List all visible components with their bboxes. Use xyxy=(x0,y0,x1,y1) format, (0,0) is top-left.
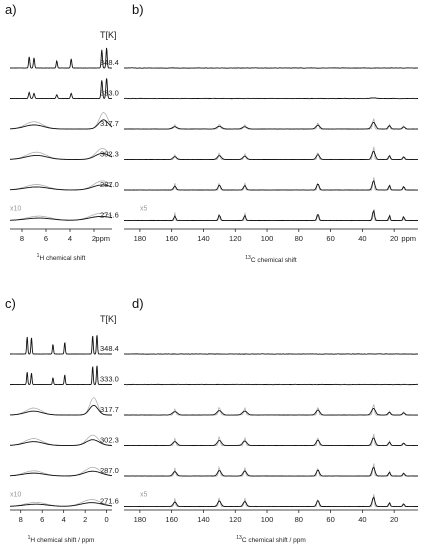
temperature-label: 333.0 xyxy=(100,375,119,384)
x-tick-label: 120 xyxy=(229,234,242,243)
x-tick-label: 8 xyxy=(19,515,23,524)
spectrum-trace xyxy=(10,471,112,476)
spectrum-trace xyxy=(124,122,418,129)
panel-label: d) xyxy=(132,296,144,311)
spectrum-trace xyxy=(124,211,418,221)
x-tick-label: 80 xyxy=(295,515,303,524)
spectrum-trace xyxy=(124,151,418,159)
panel-a: a) T[K] 348.4 333.0 317.7 302.3 287.0 271.6 x10 8… xyxy=(5,2,119,262)
temperature-header: T[K] xyxy=(100,30,117,40)
x-tick-label: 160 xyxy=(165,234,178,243)
x-tick-label: 20 xyxy=(390,515,398,524)
x-tick-label: 40 xyxy=(358,515,366,524)
x-tick-label: 0 xyxy=(105,515,109,524)
spectrum-trace-scaled xyxy=(10,148,112,159)
x-tick-label: 120 xyxy=(229,515,242,524)
x-tick-label: 4 xyxy=(68,234,72,243)
spectrum-trace-scaled xyxy=(124,494,418,507)
spectrum-trace-scaled xyxy=(124,434,418,446)
x-axis-title: 13C chemical shift / ppm xyxy=(236,535,306,544)
temperature-label: 333.0 xyxy=(100,89,119,98)
spectrum-trace xyxy=(10,335,112,354)
x-tick-label: 20 xyxy=(390,234,398,243)
x-tick-label: 2 xyxy=(83,515,87,524)
x-tick-label: 6 xyxy=(40,515,44,524)
x-axis-unit: ppm xyxy=(95,234,110,243)
scale-factor-note: x10 xyxy=(10,206,21,213)
spectrum-trace xyxy=(124,408,418,415)
scale-factor-note: x10 xyxy=(10,492,21,499)
spectrum-trace xyxy=(10,78,112,98)
spectrum-trace-scaled xyxy=(124,147,418,160)
temperature-label: 302.3 xyxy=(100,436,119,445)
panel-b: b) x5 180 160 140 120 100 80 60 40 20 ppm 13C chemic… xyxy=(124,2,418,264)
temperature-header: T[K] xyxy=(100,314,117,324)
spectrum-trace-scaled xyxy=(124,119,418,130)
panel-label: a) xyxy=(5,2,17,17)
panel-label: c) xyxy=(5,296,16,311)
spectrum-trace xyxy=(124,98,418,99)
panel-label: b) xyxy=(132,2,144,17)
x-tick-label: 8 xyxy=(20,234,24,243)
x-tick-label: 180 xyxy=(134,234,147,243)
x-axis-title: 13C chemical shift xyxy=(245,255,297,264)
x-tick-label: 100 xyxy=(261,234,274,243)
x-tick-label: 80 xyxy=(295,234,303,243)
scale-factor-note: x5 xyxy=(140,492,148,499)
temperature-label: 348.4 xyxy=(100,58,119,67)
x-axis-title: 1H chemical shift / ppm xyxy=(28,535,95,544)
spectrum-trace-scaled xyxy=(124,177,418,190)
spectrum-trace xyxy=(124,467,418,476)
temperature-label: 302.3 xyxy=(100,150,119,159)
temperature-label: 271.6 xyxy=(100,497,119,506)
temperature-label: 317.7 xyxy=(100,119,119,128)
scale-factor-note: x5 xyxy=(140,206,148,213)
x-tick-label: 40 xyxy=(358,234,366,243)
x-axis-title: 1H chemical shift xyxy=(37,253,86,262)
spectrum-trace xyxy=(10,185,112,190)
temperature-label: 287.0 xyxy=(100,180,119,189)
temperature-label: 271.6 xyxy=(100,211,119,220)
x-tick-label: 60 xyxy=(326,234,334,243)
x-axis-unit: ppm xyxy=(401,234,416,243)
spectrum-trace xyxy=(10,405,112,415)
panel-d: d) x5 180 160 140 120 100 80 60 40 20 13C chemical … xyxy=(124,296,418,544)
temperature-label: 348.4 xyxy=(100,344,119,353)
spectrum-trace xyxy=(124,497,418,506)
spectrum-trace-scaled xyxy=(124,463,418,476)
spectrum-trace xyxy=(10,440,112,446)
spectrum-trace xyxy=(10,366,112,385)
panel-c: c) T[K] 348.4 333.0 317.7 302.3 287.0 271.6 x10 8… xyxy=(5,296,119,544)
temperature-label: 317.7 xyxy=(100,405,119,414)
x-tick-label: 60 xyxy=(326,515,334,524)
x-tick-label: 180 xyxy=(134,515,147,524)
x-tick-label: 100 xyxy=(261,515,274,524)
spectrum-trace xyxy=(10,48,112,68)
x-tick-label: 140 xyxy=(197,234,210,243)
x-tick-label: 160 xyxy=(165,515,178,524)
spectrum-trace xyxy=(10,153,112,159)
spectrum-trace xyxy=(10,503,112,507)
x-tick-label: 140 xyxy=(197,515,210,524)
temperature-label: 287.0 xyxy=(100,466,119,475)
spectrum-trace xyxy=(124,181,418,190)
x-tick-label: 4 xyxy=(62,515,66,524)
spectrum-trace xyxy=(124,438,418,446)
spectrum-trace-scaled xyxy=(124,404,418,415)
x-tick-label: 6 xyxy=(44,234,48,243)
